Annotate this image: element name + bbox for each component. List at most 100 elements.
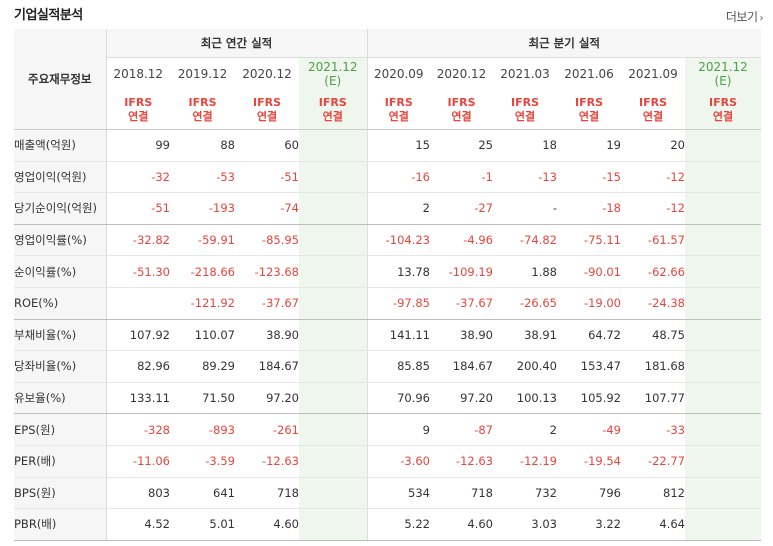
basis-header: IFRS 연결 <box>430 90 493 130</box>
basis-header-row: IFRS 연결 IFRS 연결 IFRS 연결 IFRS 연결 IFRS 연결 IFRS 연결 IFRS… <box>14 90 761 130</box>
table-cell: 133.11 <box>106 382 170 415</box>
table-cell: -87 <box>430 413 493 446</box>
table-cell: -37.67 <box>430 287 493 320</box>
row-label: 매출액(억원) <box>14 129 107 162</box>
table-cell: 5.22 <box>366 508 430 541</box>
table-cell <box>685 287 761 320</box>
table-cell: 4.52 <box>106 508 170 541</box>
table-cell <box>299 477 367 510</box>
table-cell <box>299 445 367 478</box>
estimate-tag: (E) <box>714 74 732 88</box>
table-cell: -19.00 <box>557 287 621 320</box>
table-cell <box>299 382 367 415</box>
table-cell <box>685 129 761 162</box>
table-cell: -51 <box>235 161 299 194</box>
row-label: 영업이익(억원) <box>14 161 107 194</box>
table-cell: 812 <box>621 477 685 510</box>
table-row: 영업이익률(%) -32.82 -59.91 -85.95 -104.23 -4.96 -7… <box>14 224 761 257</box>
table-cell: 38.91 <box>493 319 557 352</box>
table-cell: 48.75 <box>621 319 685 352</box>
table-cell: 19 <box>557 129 621 162</box>
table-cell: -893 <box>170 413 235 446</box>
table-cell: -32 <box>106 161 170 194</box>
basis-header: IFRS 연결 <box>621 90 685 130</box>
period-header: 2021.12 (E) <box>299 57 367 90</box>
table-cell: 4.64 <box>621 508 685 541</box>
table-cell: -15 <box>557 161 621 194</box>
table-cell <box>685 445 761 478</box>
period-header: 2021.09 <box>621 57 685 90</box>
table-cell: -104.23 <box>366 224 430 257</box>
more-link[interactable]: 더보기 › <box>726 8 764 25</box>
table-row: 당기순이익(억원) -51 -193 -74 2 -27- -18 -12 <box>14 192 761 225</box>
table-cell: 97.20 <box>430 382 493 415</box>
table-cell: 718 <box>235 477 299 510</box>
table-cell: 18 <box>493 129 557 162</box>
table-cell: 105.92 <box>557 382 621 415</box>
table-cell: 85.85 <box>366 350 430 383</box>
row-label: 부채비율(%) <box>14 319 107 352</box>
table-cell <box>299 508 367 541</box>
table-cell: -32.82 <box>106 224 170 257</box>
table-cell: 1.88 <box>493 255 557 288</box>
table-cell: 25 <box>430 129 493 162</box>
table-cell: 4.60 <box>430 508 493 541</box>
basis-header: IFRS 연결 <box>557 90 621 130</box>
table-cell: 3.03 <box>493 508 557 541</box>
table-cell: -12 <box>621 161 685 194</box>
table-cell: -16 <box>366 161 430 194</box>
table-cell <box>685 382 761 415</box>
table-cell <box>299 129 367 162</box>
table-cell <box>106 287 170 320</box>
period-header: 2021.06 <box>557 57 621 90</box>
table-cell: -3.59 <box>170 445 235 478</box>
row-label: EPS(원) <box>14 413 107 446</box>
row-label: PER(배) <box>14 445 107 478</box>
table-cell: 2 <box>493 413 557 446</box>
table-cell <box>685 413 761 446</box>
table-cell: 13.78 <box>366 255 430 288</box>
table-cell: 141.11 <box>366 319 430 352</box>
table-cell: 3.22 <box>557 508 621 541</box>
table-cell: 82.96 <box>106 350 170 383</box>
table-cell: 99 <box>106 129 170 162</box>
table-cell: 89.29 <box>170 350 235 383</box>
table-cell: -193 <box>170 192 235 225</box>
table-cell: -13 <box>493 161 557 194</box>
table-cell: 2 <box>366 192 430 225</box>
table-cell <box>685 319 761 352</box>
table-cell: 38.90 <box>235 319 299 352</box>
table-cell: 184.67 <box>430 350 493 383</box>
group-header-row: 주요재무정보 최근 연간 실적 최근 분기 실적 <box>14 29 761 130</box>
table-cell: -12 <box>621 192 685 225</box>
row-label-header: 주요재무정보 <box>14 29 107 130</box>
table-row: 유보율(%) 133.11 71.50 97.20 70.96 97.20 100.13 10… <box>14 382 761 415</box>
table-cell: 110.07 <box>170 319 235 352</box>
table-cell: 88 <box>170 129 235 162</box>
table-cell: -22.77 <box>621 445 685 478</box>
period-header: 2020.09 <box>366 57 430 90</box>
period-header: 2020.12 <box>430 57 493 90</box>
row-label: 순이익률(%) <box>14 255 107 288</box>
basis-header: IFRS 연결 <box>299 90 367 130</box>
table-cell: 100.13 <box>493 382 557 415</box>
table-cell <box>299 413 367 446</box>
table-cell: -51 <box>106 192 170 225</box>
table-cell: -74 <box>235 192 299 225</box>
table-cell: -49 <box>557 413 621 446</box>
table-cell: -12.19 <box>493 445 557 478</box>
table-cell <box>299 319 367 352</box>
table-cell: 153.47 <box>557 350 621 383</box>
table-cell: -261 <box>235 413 299 446</box>
basis-header: IFRS 연결 <box>235 90 299 130</box>
table-row: EPS(원) -328 -893 -261 9 -87 2 -49 -33 <box>14 413 761 446</box>
table-cell: -33 <box>621 413 685 446</box>
table-body: 매출액(억원) 99 88 60 15 25 18 19 20 영업이익(억원) -32 -53 -51… <box>14 129 761 541</box>
table-cell: -109.19 <box>430 255 493 288</box>
table-cell: 200.40 <box>493 350 557 383</box>
table-cell: 71.50 <box>170 382 235 415</box>
table-cell: -75.11 <box>557 224 621 257</box>
table-cell: 184.67 <box>235 350 299 383</box>
table-cell: 60 <box>235 129 299 162</box>
table-cell: 97.20 <box>235 382 299 415</box>
